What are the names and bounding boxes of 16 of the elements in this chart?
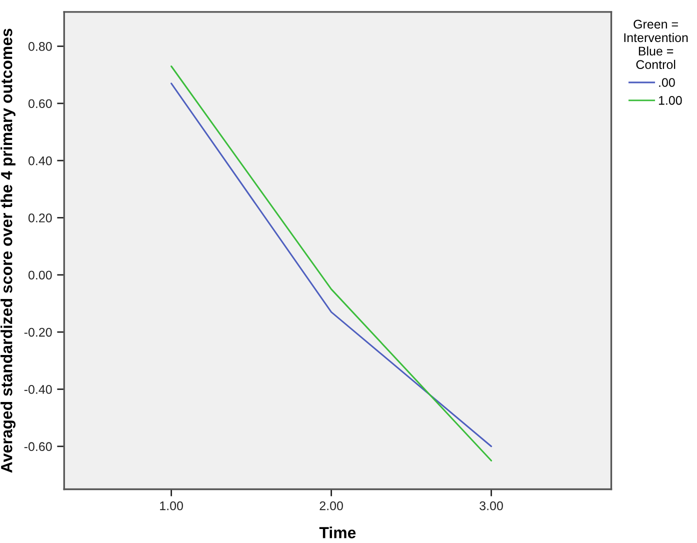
y-axis-title: Averaged standardized score over the 4 primary outcomes xyxy=(0,28,16,473)
legend-label: 1.00 xyxy=(658,96,682,105)
x-tick-label: 3.00 xyxy=(480,501,503,510)
y-tick-label: -0.40 xyxy=(24,385,52,394)
y-tick-label: 0.80 xyxy=(28,42,52,51)
x-tick-label: 2.00 xyxy=(320,501,343,510)
y-tick-label: 0.60 xyxy=(28,99,52,108)
x-tick-label: 1.00 xyxy=(160,501,183,510)
y-tick-label: -0.60 xyxy=(24,442,52,452)
y-tick-label: 0.00 xyxy=(28,270,52,280)
y-tick-label: 0.20 xyxy=(28,214,52,222)
x-axis-title: Time xyxy=(319,526,356,538)
y-tick-label: 0.40 xyxy=(28,156,52,166)
legend-title: Green = Intervention Blue = Control xyxy=(624,20,688,70)
y-tick-label: -0.20 xyxy=(24,328,52,337)
legend-label: .00 xyxy=(659,78,675,87)
